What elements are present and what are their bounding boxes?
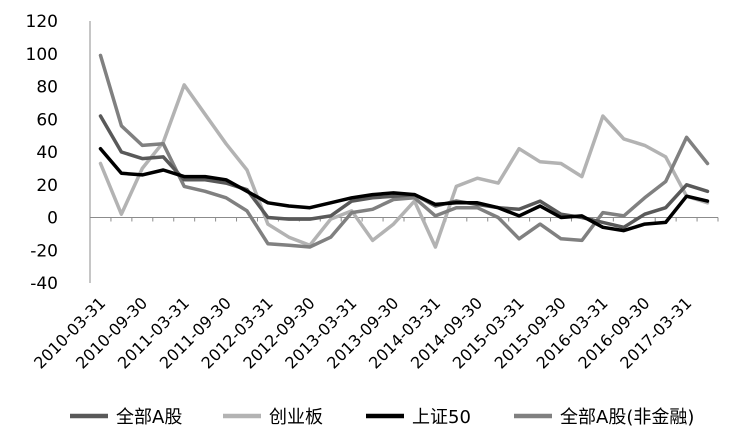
y-tick-label: 80 bbox=[36, 78, 58, 98]
legend-label: 上证50 bbox=[412, 407, 471, 428]
axes bbox=[89, 21, 719, 283]
series-line-1 bbox=[98, 83, 710, 249]
y-axis-tick-labels: -40 -20 0 20 40 60 80 100 120 bbox=[26, 12, 58, 294]
legend-label: 全部A股(非金融) bbox=[560, 407, 694, 428]
x-axis-tick-labels: 2010-03-312010-09-302011-03-312011-09-30… bbox=[30, 293, 695, 372]
legend-label: 创业板 bbox=[269, 407, 323, 428]
y-tick-label: 60 bbox=[36, 110, 58, 130]
legend: 全部A股 创业板 上证50 全部A股(非金融) bbox=[70, 407, 694, 428]
y-tick-label: 100 bbox=[26, 45, 58, 65]
y-tick-label: 40 bbox=[36, 143, 58, 163]
y-tick-label: -40 bbox=[30, 274, 58, 294]
series-lines bbox=[98, 53, 710, 249]
series-line-2 bbox=[98, 146, 710, 233]
series-line-3 bbox=[98, 53, 710, 249]
legend-label: 全部A股 bbox=[116, 407, 182, 428]
y-tick-label: -20 bbox=[30, 241, 58, 261]
y-tick-label: 0 bbox=[47, 209, 58, 229]
y-tick-label: 120 bbox=[26, 12, 58, 32]
y-tick-label: 20 bbox=[36, 176, 58, 196]
